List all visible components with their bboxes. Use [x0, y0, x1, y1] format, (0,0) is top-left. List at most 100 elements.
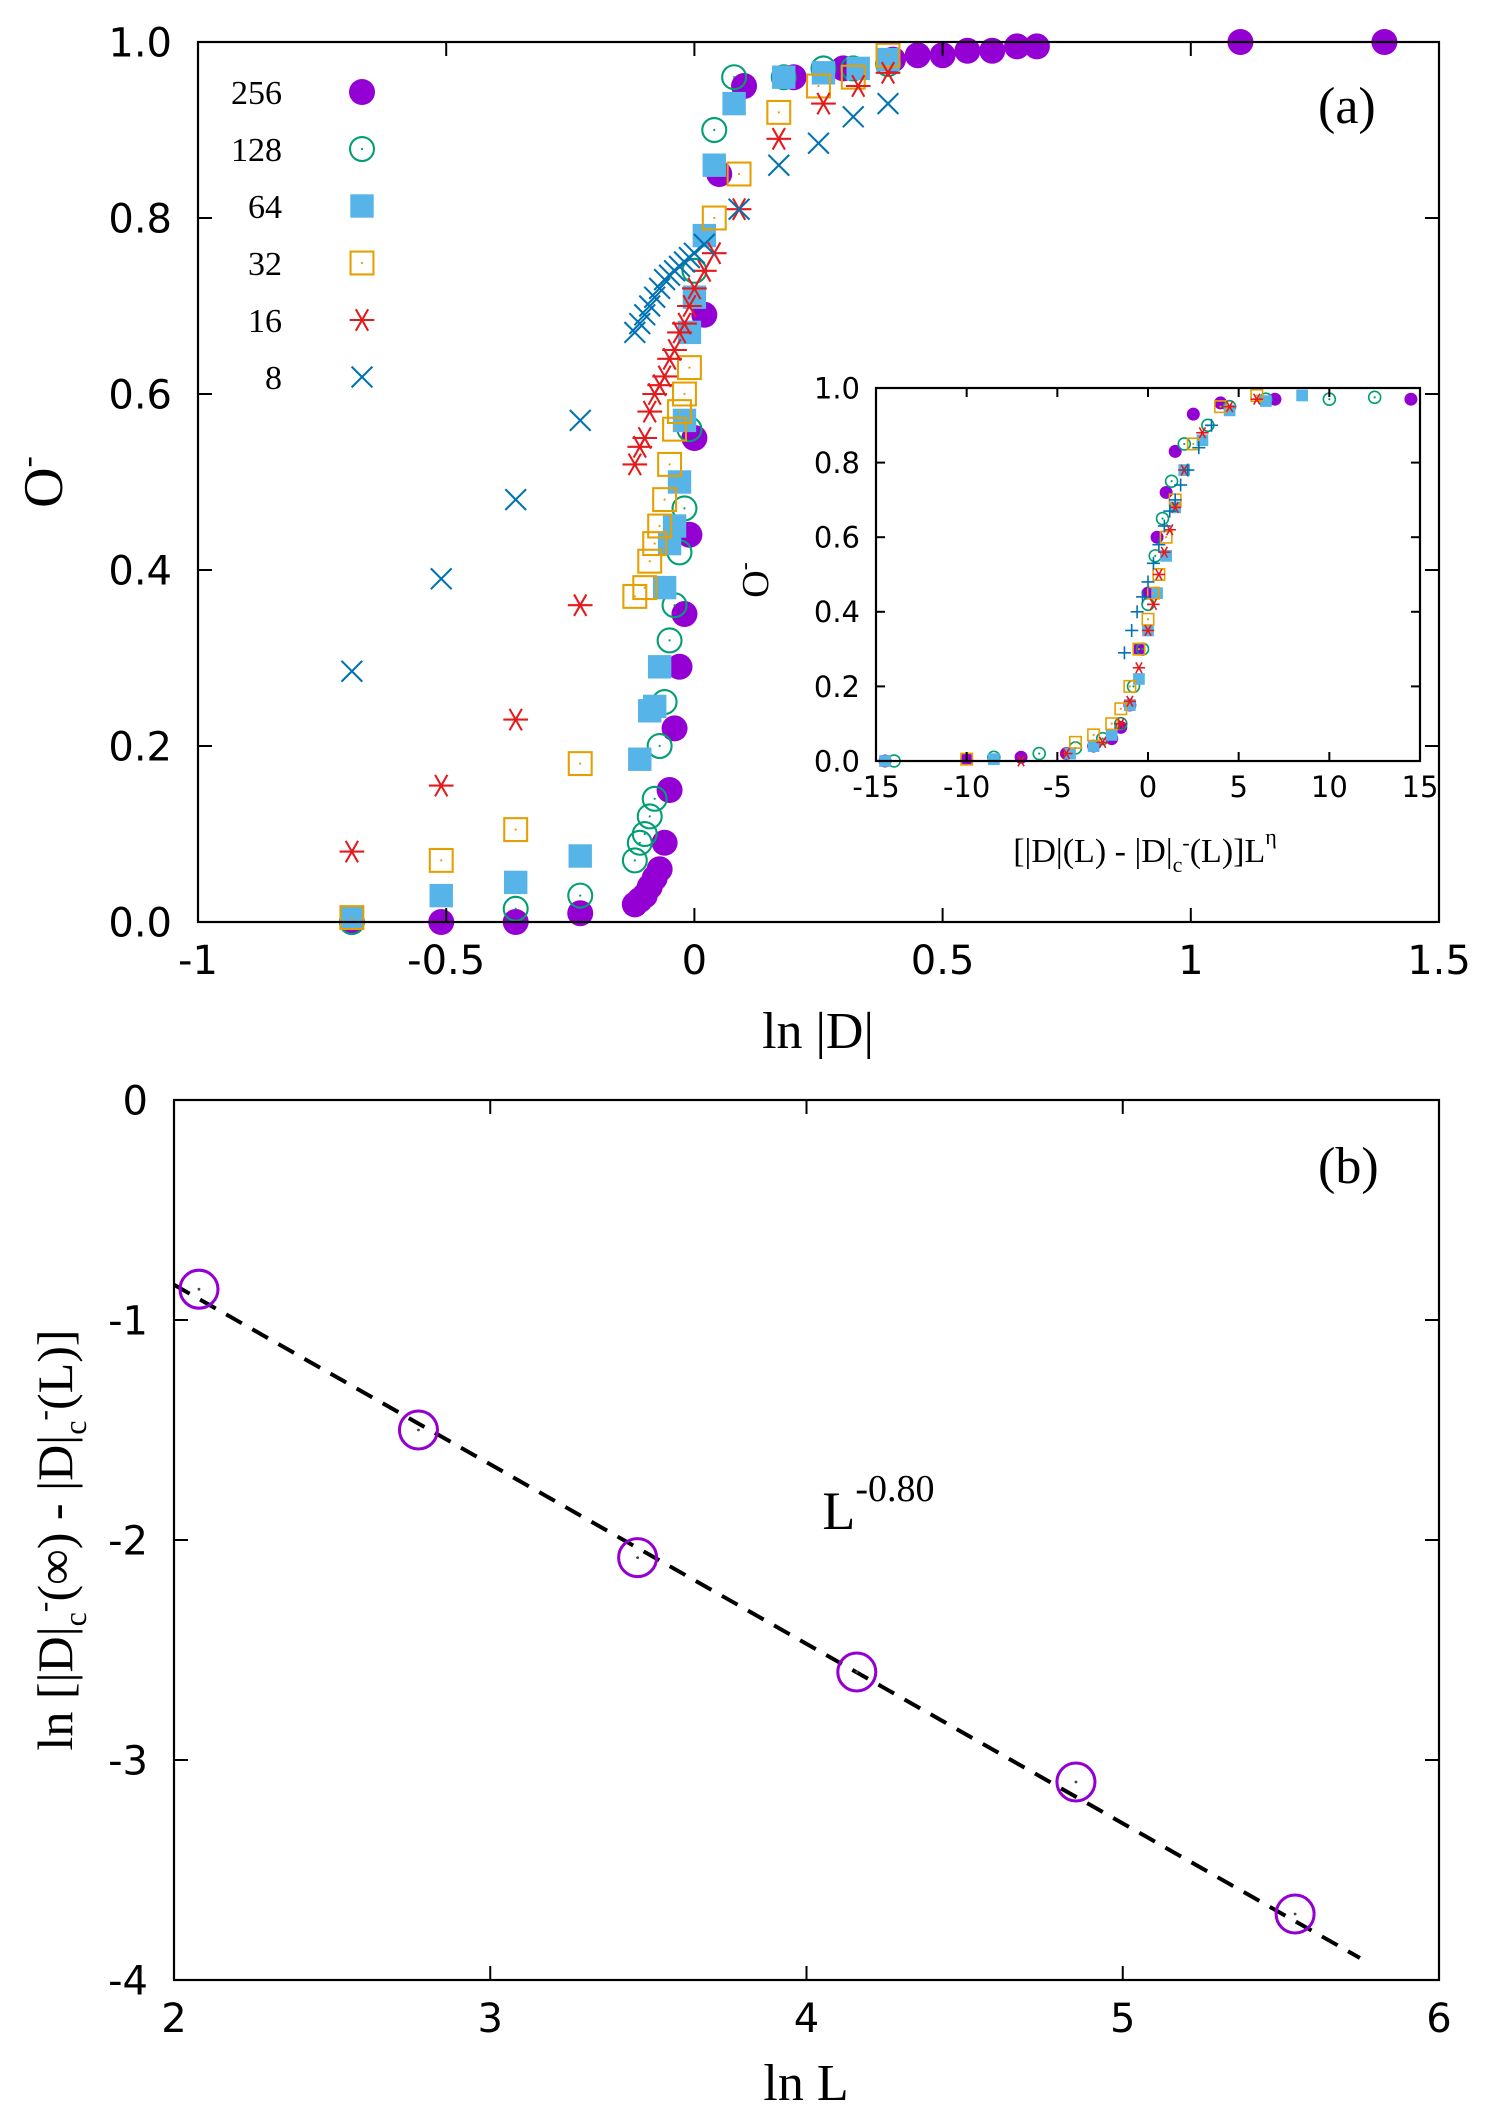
- data-point: [1068, 735, 1082, 749]
- panel-a-data-layer: [338, 29, 1398, 935]
- data-point: [1123, 679, 1137, 693]
- legend-entry-128: 128: [231, 132, 376, 169]
- y-tick-label: 0.0: [108, 900, 172, 946]
- x-tick-label: 3: [478, 1996, 503, 2042]
- data-point: [701, 117, 728, 144]
- legend-marker: [349, 79, 375, 105]
- data-point: [1404, 392, 1418, 406]
- x-tick-label: 6: [1426, 1996, 1451, 2042]
- x-tick-label: -10: [943, 770, 990, 804]
- fit-line: [173, 1283, 1361, 1960]
- data-point: [1133, 673, 1145, 685]
- data-point: [662, 338, 687, 362]
- data-point: [954, 37, 981, 64]
- series-32: [339, 42, 901, 931]
- data-point: [701, 205, 727, 231]
- data-point: [904, 42, 931, 69]
- data-point: [672, 312, 697, 335]
- data-point: [567, 751, 593, 777]
- data-point: [666, 653, 693, 680]
- x-tick-label: 1: [1178, 938, 1203, 984]
- y-tick-label: 0.6: [108, 372, 172, 418]
- data-point: [1296, 389, 1308, 402]
- x-tick-label: 10: [1311, 770, 1348, 804]
- data-point: [428, 847, 454, 873]
- data-point: [1250, 393, 1263, 405]
- legend-label: 32: [248, 246, 282, 283]
- legend-label: 256: [231, 75, 282, 112]
- data-point: [836, 1651, 878, 1693]
- inset-background: [876, 388, 1420, 761]
- legend-entry-256: 256: [231, 75, 375, 112]
- series-8: [1117, 418, 1218, 660]
- data-point: [1114, 702, 1128, 716]
- data-point: [502, 895, 529, 922]
- panel-a-frame: [196, 40, 1441, 924]
- data-point: [178, 1268, 220, 1310]
- data-point: [676, 355, 702, 381]
- data-point: [1181, 463, 1195, 477]
- x-tick-label: -0.5: [407, 938, 485, 984]
- data-point: [671, 601, 698, 627]
- data-point: [667, 399, 692, 425]
- x-tick-label: 1.5: [1407, 938, 1471, 984]
- x-tick-label: -1: [178, 938, 218, 984]
- y-tick-label: 1.0: [108, 20, 172, 66]
- data-point: [807, 132, 830, 155]
- data-point: [1168, 493, 1182, 507]
- data-point: [766, 127, 792, 151]
- data-point: [1146, 556, 1160, 570]
- data-point: [339, 840, 365, 863]
- panel-b-label: (b): [1318, 1138, 1379, 1195]
- data-point: [1150, 530, 1164, 544]
- x-tick-label: 5: [1229, 770, 1247, 804]
- svg-text:O-: O-: [732, 562, 777, 597]
- data-point: [631, 820, 658, 847]
- y-tick-label: 0.8: [108, 196, 172, 242]
- data-point: [1136, 590, 1150, 604]
- data-point: [637, 400, 663, 423]
- data-point: [657, 451, 683, 477]
- data-point: [1367, 390, 1382, 405]
- y-tick-label: -3: [108, 1738, 148, 1784]
- x-tick-label: 0: [1139, 770, 1157, 804]
- data-point: [662, 514, 687, 538]
- legend-entry-16: 16: [248, 303, 375, 340]
- inset-ticks: [875, 387, 1421, 762]
- data-point: [1157, 519, 1171, 533]
- data-point: [652, 575, 677, 600]
- data-point: [642, 531, 668, 557]
- data-point: [1186, 407, 1200, 421]
- data-point: [1151, 587, 1163, 599]
- data-point: [726, 161, 752, 187]
- data-point: [667, 470, 692, 494]
- x-tick-label: 0.5: [911, 938, 975, 984]
- data-point: [617, 1537, 659, 1579]
- panel-a-x-label: ln |D|: [762, 1003, 874, 1060]
- data-point: [988, 753, 1000, 765]
- data-point: [806, 73, 831, 99]
- y-tick-label: -4: [108, 1958, 148, 2004]
- data-point: [876, 92, 900, 115]
- data-point: [1152, 568, 1166, 581]
- data-point: [567, 882, 594, 909]
- data-point: [429, 883, 453, 908]
- y-tick-label: 1.0: [814, 371, 860, 405]
- y-tick-label: 0.2: [108, 724, 172, 770]
- data-point: [1132, 661, 1146, 674]
- y-tick-label: 0.4: [108, 548, 172, 594]
- data-point: [1032, 746, 1046, 761]
- x-tick-label: 2: [161, 1996, 186, 2042]
- data-point: [569, 409, 592, 432]
- data-point: [1152, 538, 1166, 552]
- data-point: [846, 56, 870, 81]
- y-tick-label: 0.2: [814, 670, 860, 704]
- data-point: [1260, 395, 1272, 407]
- inset-x-label: [|D|(L) - |D|c-(L)]Lη: [1013, 824, 1277, 877]
- series-data: [178, 1268, 1316, 1935]
- fit-annotation: L-0.80: [822, 1468, 934, 1541]
- data-point: [767, 154, 790, 177]
- data-point: [656, 777, 683, 803]
- panel-a-y-label: O-: [9, 456, 75, 508]
- legend-entry-64: 64: [248, 189, 374, 226]
